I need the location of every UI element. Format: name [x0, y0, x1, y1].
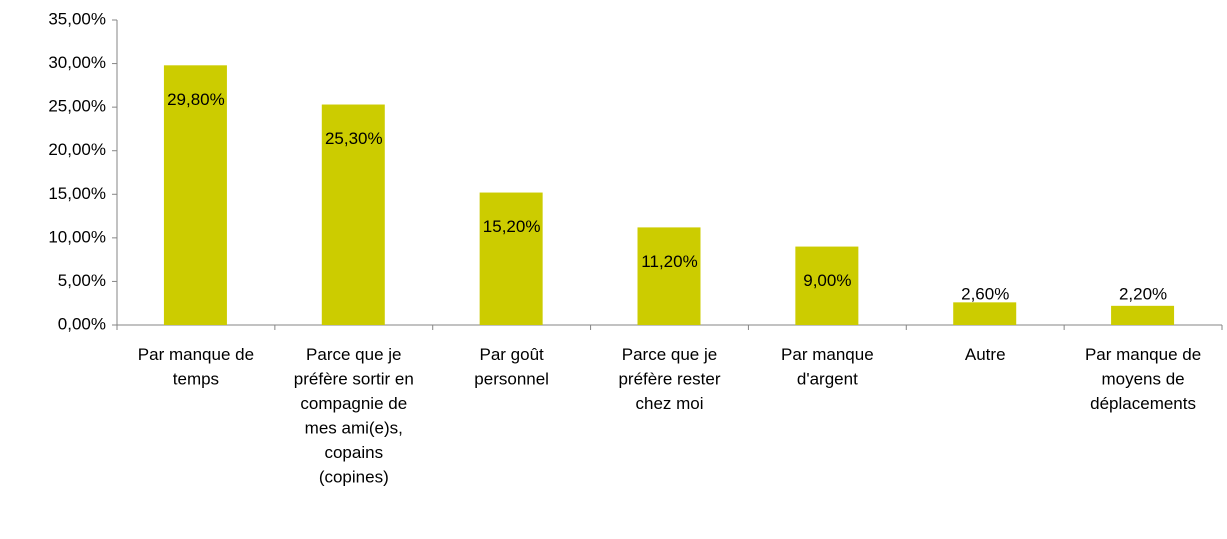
bar [163, 65, 227, 326]
value-label: 9,00% [803, 271, 851, 290]
x-tick-label: Parce que je préfère sortir en compagnie d… [294, 345, 414, 487]
y-tick-label: 10,00% [48, 227, 106, 246]
bar [321, 104, 385, 326]
value-label: 2,60% [961, 284, 1009, 303]
value-label: 11,20% [641, 252, 697, 271]
bar [1111, 305, 1175, 325]
x-tick-label: Par goût personnel [474, 345, 549, 389]
x-tick-label: Parce que je préfère rester chez moi [618, 345, 720, 413]
y-tick-label: 20,00% [48, 140, 106, 159]
value-label: 29,80% [167, 90, 225, 109]
bar [795, 246, 859, 325]
bar [479, 192, 543, 325]
y-tick-label: 25,00% [48, 97, 106, 116]
y-tick-label: 0,00% [58, 314, 106, 333]
bar [637, 227, 701, 325]
x-tick-label: Par manque d'argent [781, 345, 874, 389]
y-tick-label: 35,00% [48, 9, 106, 28]
y-tick-label: 5,00% [58, 271, 106, 290]
value-label: 25,30% [325, 129, 383, 148]
value-label: 15,20% [483, 217, 541, 236]
x-tick-label: Par manque de temps [138, 345, 254, 389]
bar [953, 302, 1017, 325]
y-tick-label: 30,00% [48, 53, 106, 72]
x-tick-label: Autre [965, 345, 1006, 364]
y-tick-label: 15,00% [48, 184, 106, 203]
x-tick-label: Par manque de moyens de déplacements [1085, 345, 1201, 413]
value-label: 2,20% [1119, 284, 1167, 303]
